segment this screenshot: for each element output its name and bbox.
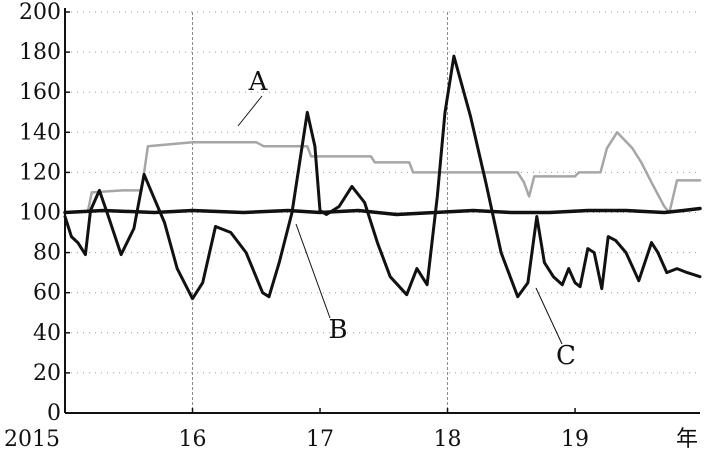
series-labels: A B C — [237, 67, 576, 371]
series-line-b — [63, 206, 702, 217]
series-group — [63, 54, 702, 301]
series-line-c — [63, 54, 702, 301]
y-tick-label: 80 — [33, 241, 61, 266]
axes: 0 20 40 60 80 100 120 140 160 180 200 2015 16 17 18 19 年 — [4, 0, 700, 452]
x-tick-label: 2015 — [4, 427, 60, 452]
y-tick-label: 0 — [47, 401, 61, 426]
leader-line-c — [535, 287, 563, 345]
y-tick-label: 20 — [33, 361, 61, 386]
y-tick-label: 120 — [19, 160, 61, 185]
y-tick-label: 180 — [19, 40, 61, 65]
leader-line-a — [237, 95, 263, 127]
x-tick-label: 16 — [179, 427, 207, 452]
series-line-a — [86, 131, 702, 214]
leader-line-b — [295, 223, 331, 319]
y-tick-label: 140 — [19, 120, 61, 145]
x-tick-label: 19 — [561, 427, 589, 452]
y-tick-label: 200 — [19, 0, 61, 25]
y-tick-label: 40 — [33, 321, 61, 346]
series-label-a: A — [248, 67, 269, 97]
x-tick-label: 18 — [434, 427, 462, 452]
x-axis-title: 年 — [676, 427, 698, 452]
series-label-c: C — [556, 341, 576, 371]
y-tick-label: 60 — [33, 281, 61, 306]
series-label-b: B — [328, 315, 347, 345]
y-tick-label: 160 — [19, 80, 61, 105]
y-tick-label: 100 — [19, 201, 61, 226]
x-tick-label: 17 — [306, 427, 334, 452]
